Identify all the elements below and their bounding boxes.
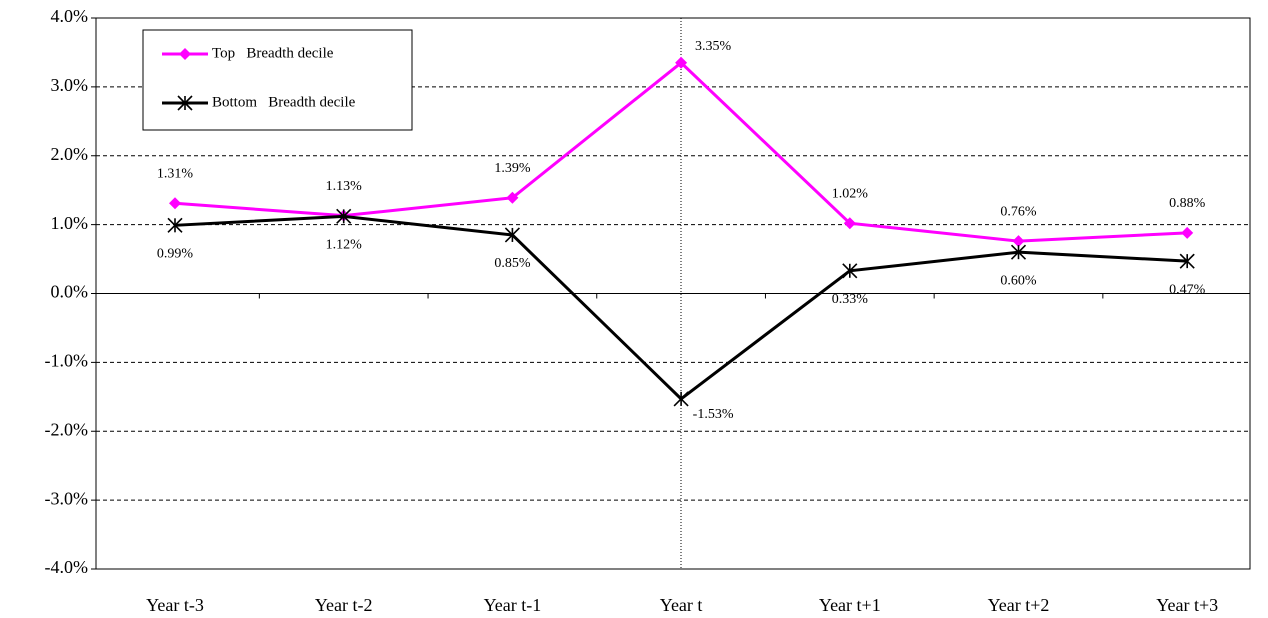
x-tick-label: Year t+3 [1156, 595, 1218, 615]
y-tick-label: -3.0% [45, 488, 89, 508]
data-label: 0.85% [494, 256, 531, 271]
y-tick-label: 1.0% [51, 213, 89, 233]
data-label: 0.47% [1169, 282, 1206, 297]
legend: Top Breadth decile Bottom Breadth decile [142, 29, 413, 131]
data-label: 0.76% [1000, 204, 1037, 219]
marker-stroke [177, 95, 193, 111]
legend-label: Bottom Breadth decile [212, 94, 356, 110]
x-tick-label: Year t-2 [315, 595, 373, 615]
marker-stroke [167, 217, 183, 233]
marker-stroke [673, 391, 689, 407]
data-label: 0.33% [832, 292, 869, 307]
marker-stroke [1179, 253, 1195, 269]
data-label: 1.12% [326, 238, 363, 253]
y-tick-label: 2.0% [51, 144, 89, 164]
marker [1012, 235, 1025, 248]
marker [169, 197, 181, 210]
legend-box [142, 29, 413, 131]
x-tick-label: Year t-1 [484, 595, 542, 615]
marker-stroke [504, 227, 520, 243]
marker [1179, 253, 1195, 269]
y-tick-label: 0.0% [51, 282, 89, 302]
marker [843, 217, 856, 230]
y-tick-label: -2.0% [45, 419, 89, 439]
marker [1010, 244, 1027, 260]
x-tick-label: Year t+2 [988, 595, 1050, 615]
marker [506, 191, 519, 204]
marker-stroke [1010, 244, 1027, 260]
marker [673, 391, 689, 407]
x-tick-label: Year t [660, 595, 703, 615]
data-label: 0.99% [157, 247, 194, 262]
marker [675, 56, 688, 69]
data-label: 3.35% [695, 39, 732, 54]
marker [177, 95, 193, 111]
marker [336, 208, 352, 224]
marker [842, 263, 858, 279]
marker [167, 217, 183, 233]
marker [1181, 226, 1194, 239]
x-tick-label: Year t-3 [146, 595, 204, 615]
data-label: 1.13% [326, 179, 363, 194]
y-tick-label: 3.0% [51, 75, 89, 95]
data-label: 1.02% [832, 186, 869, 201]
marker-stroke [336, 208, 352, 224]
y-tick-label: -4.0% [45, 557, 89, 577]
data-label: 0.88% [1169, 196, 1206, 211]
legend-label: Top Breadth decile [212, 45, 334, 61]
marker [504, 227, 520, 243]
data-label: -1.53% [693, 407, 734, 422]
y-tick-label: -1.0% [45, 351, 89, 371]
marker-stroke [842, 263, 858, 279]
y-tick-label: 4.0% [51, 6, 89, 26]
x-tick-label: Year t+1 [819, 595, 881, 615]
data-label: 1.39% [494, 161, 531, 176]
data-label: 1.31% [157, 166, 194, 181]
marker [179, 48, 191, 60]
data-label: 0.60% [1000, 273, 1037, 288]
